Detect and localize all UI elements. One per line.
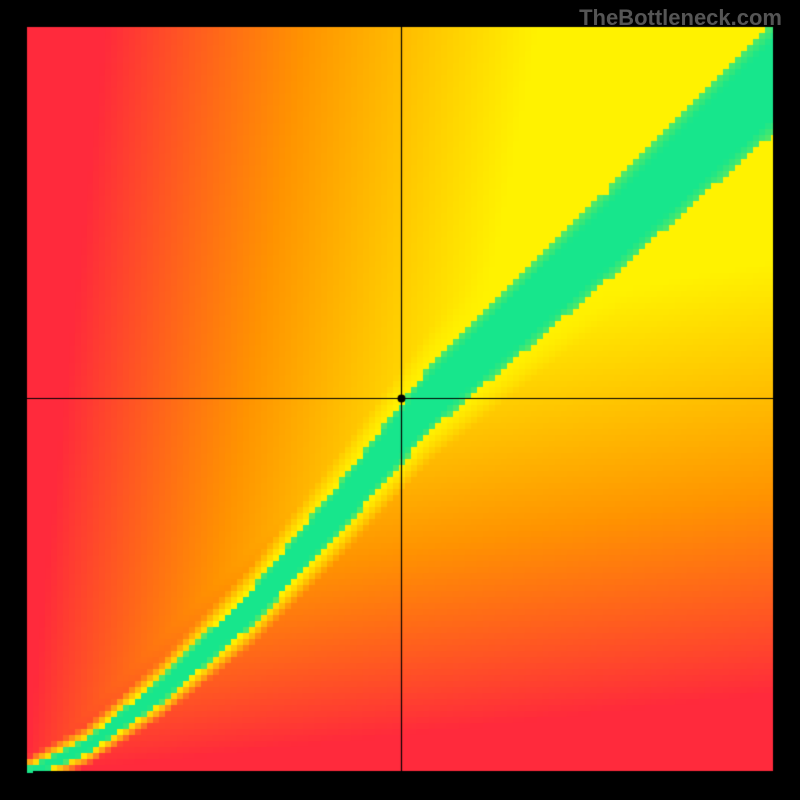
heatmap-canvas — [0, 0, 800, 800]
chart-container: TheBottleneck.com — [0, 0, 800, 800]
watermark-text: TheBottleneck.com — [579, 5, 782, 31]
